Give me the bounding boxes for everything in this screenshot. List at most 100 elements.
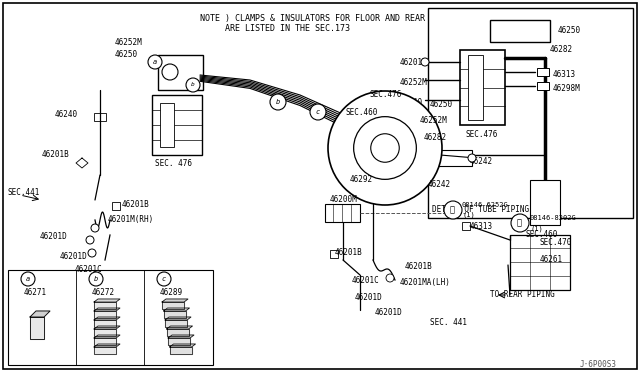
Circle shape (157, 272, 171, 286)
Text: a: a (26, 276, 30, 282)
Bar (355, 185, 373, 197)
Text: 46252M: 46252M (400, 78, 428, 87)
Polygon shape (94, 308, 120, 311)
Text: 46200M: 46200M (330, 195, 358, 204)
Text: 46201MA(LH): 46201MA(LH) (400, 278, 451, 287)
Text: J·6P00S3: J·6P00S3 (580, 360, 617, 369)
Circle shape (387, 174, 403, 190)
Text: 46201D: 46201D (355, 293, 383, 302)
Text: SEC. 476: SEC. 476 (155, 159, 192, 168)
Text: SEC.476: SEC.476 (370, 90, 403, 99)
Text: c: c (393, 154, 397, 160)
Polygon shape (94, 302, 116, 309)
Text: 46201C: 46201C (75, 265, 103, 274)
Text: ARE LISTED IN THE SEC.173: ARE LISTED IN THE SEC.173 (225, 24, 350, 33)
Text: 46250: 46250 (558, 26, 581, 35)
Polygon shape (162, 302, 184, 309)
Text: b: b (191, 83, 195, 87)
Circle shape (148, 55, 162, 69)
Polygon shape (163, 311, 186, 318)
Text: 46313: 46313 (553, 70, 576, 79)
Text: 46201D: 46201D (40, 232, 68, 241)
Bar (112, 202, 120, 210)
Polygon shape (170, 344, 195, 347)
Text: c: c (162, 276, 166, 282)
Circle shape (21, 272, 35, 286)
Text: 46289: 46289 (160, 288, 183, 297)
Text: 08146-8202G: 08146-8202G (530, 215, 577, 221)
Text: 46282: 46282 (424, 133, 447, 142)
Bar (432, 150, 472, 166)
Text: 46272: 46272 (92, 288, 115, 297)
Polygon shape (163, 308, 189, 311)
Circle shape (468, 154, 476, 162)
Text: 46313: 46313 (470, 222, 493, 231)
Polygon shape (30, 311, 50, 317)
Text: a: a (153, 59, 157, 65)
Bar (275, 100, 283, 105)
Text: 46201B: 46201B (335, 248, 363, 257)
Text: (1): (1) (530, 225, 543, 231)
Text: 46201D: 46201D (375, 308, 403, 317)
Polygon shape (166, 329, 189, 336)
Circle shape (186, 78, 200, 92)
Text: 46201B: 46201B (405, 262, 433, 271)
Text: SEC.460: SEC.460 (525, 230, 557, 239)
Polygon shape (168, 335, 194, 338)
Circle shape (162, 64, 178, 80)
Circle shape (386, 274, 394, 282)
Circle shape (91, 224, 99, 232)
Circle shape (270, 94, 286, 110)
Circle shape (89, 272, 103, 286)
Polygon shape (165, 320, 187, 327)
Circle shape (444, 201, 462, 219)
Polygon shape (94, 338, 116, 345)
Polygon shape (168, 338, 190, 345)
Polygon shape (165, 317, 191, 320)
Text: TO REAR PIPING: TO REAR PIPING (490, 290, 555, 299)
Bar (510, 235, 570, 290)
Text: DETAIL OF TUBE PIPING: DETAIL OF TUBE PIPING (432, 205, 529, 214)
Circle shape (511, 214, 529, 232)
Bar (330, 250, 338, 258)
Text: 46298M: 46298M (553, 84, 580, 93)
Circle shape (88, 249, 96, 257)
Text: b: b (276, 99, 280, 105)
Text: SEC.470: SEC.470 (540, 238, 572, 247)
Text: (1): (1) (462, 212, 475, 218)
Bar (428, 8, 633, 218)
Bar (490, 20, 550, 42)
Bar (158, 55, 203, 90)
Bar (370, 168, 400, 193)
Text: Ⓑ: Ⓑ (449, 205, 454, 215)
Circle shape (328, 91, 442, 205)
Text: 46242: 46242 (428, 180, 451, 189)
Text: 46201C: 46201C (352, 276, 380, 285)
Bar (160, 103, 174, 147)
Bar (152, 95, 202, 155)
Text: SEC.476: SEC.476 (465, 130, 497, 139)
Text: b: b (94, 276, 98, 282)
Text: 46201B: 46201B (42, 150, 70, 159)
Circle shape (86, 236, 94, 244)
Text: c: c (366, 129, 370, 135)
Circle shape (354, 117, 417, 179)
Text: 46240: 46240 (55, 110, 78, 119)
Text: 46271: 46271 (24, 288, 47, 297)
Text: 46201MA: 46201MA (382, 152, 414, 161)
Polygon shape (170, 347, 191, 354)
Polygon shape (94, 335, 120, 338)
Text: 46201D: 46201D (60, 252, 88, 261)
Circle shape (310, 104, 326, 120)
Polygon shape (166, 326, 193, 329)
Circle shape (360, 124, 376, 140)
Text: SEC.441: SEC.441 (8, 188, 40, 197)
Text: 46201B: 46201B (122, 200, 150, 209)
Text: NOTE ) CLAMPS & INSULATORS FOR FLOOR AND REAR: NOTE ) CLAMPS & INSULATORS FOR FLOOR AND… (200, 14, 425, 23)
Bar (94, 113, 106, 121)
Polygon shape (94, 344, 120, 347)
Polygon shape (30, 317, 44, 339)
Text: SEC. 441: SEC. 441 (430, 318, 467, 327)
Bar (468, 55, 483, 120)
Polygon shape (94, 326, 120, 329)
